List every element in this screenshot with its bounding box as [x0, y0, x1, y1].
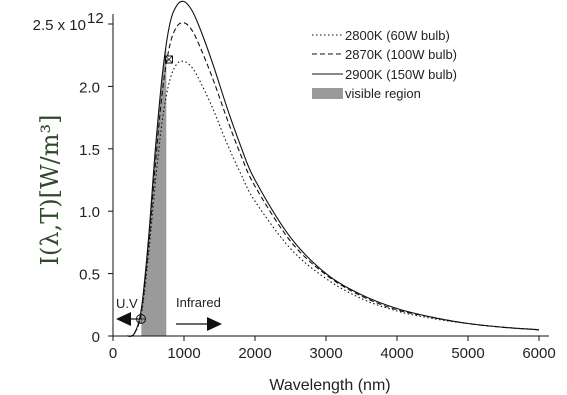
x-ticks: 0 1000 2000 3000 4000 5000 6000	[109, 336, 556, 362]
y-ticks: 0 0.5 1.0 1.5 2.0 2.5 x 10	[33, 17, 113, 346]
y-axis-exponent: 12	[87, 10, 104, 27]
uv-arrow-icon	[116, 312, 131, 326]
visible-region-fill	[141, 47, 167, 336]
x-axis-title: Wavelength (nm)	[269, 377, 390, 394]
x-tick-label: 6000	[522, 345, 555, 362]
curve-2870k	[127, 22, 540, 337]
infrared-arrow-icon	[207, 317, 222, 331]
y-tick-label: 1.5	[79, 142, 100, 159]
visible-edge-marker-icon	[165, 55, 173, 64]
plot-area	[127, 0, 540, 337]
y-tick-label: 2.5 x 10	[33, 17, 86, 34]
infrared-label: Infrared	[176, 295, 221, 310]
y-axis-title: I(λ,T)[W/m³]	[36, 115, 64, 266]
legend-label-2870k: 2870K (100W bulb)	[345, 47, 457, 62]
uv-label: U.V	[116, 296, 138, 311]
x-tick-label: 5000	[451, 345, 484, 362]
x-tick-label: 2000	[238, 345, 271, 362]
y-tick-label: 0	[92, 329, 100, 346]
x-tick-label: 4000	[380, 345, 413, 362]
legend: 2800K (60W bulb) 2870K (100W bulb) 2900K…	[312, 28, 457, 101]
curve-2900k	[127, 0, 540, 337]
visible-edge-marker-x2	[165, 55, 173, 64]
legend-label-visible: visible region	[345, 86, 421, 101]
x-tick-label: 0	[109, 345, 117, 362]
annotations: U.V Infrared	[116, 55, 222, 331]
legend-label-2900k: 2900K (150W bulb)	[345, 67, 457, 82]
legend-label-2800k: 2800K (60W bulb)	[345, 28, 450, 43]
legend-swatch-visible	[312, 88, 343, 99]
x-tick-label: 3000	[309, 345, 342, 362]
axes: 0 1000 2000 3000 4000 5000 6000 0 0.5 1.0 1.5 2.0 2…	[33, 14, 556, 362]
y-tick-label: 0.5	[79, 267, 100, 284]
y-tick-label: 2.0	[79, 79, 100, 96]
curve-2800k	[127, 60, 540, 337]
x-tick-label: 1000	[167, 345, 200, 362]
y-tick-label: 1.0	[79, 204, 100, 221]
